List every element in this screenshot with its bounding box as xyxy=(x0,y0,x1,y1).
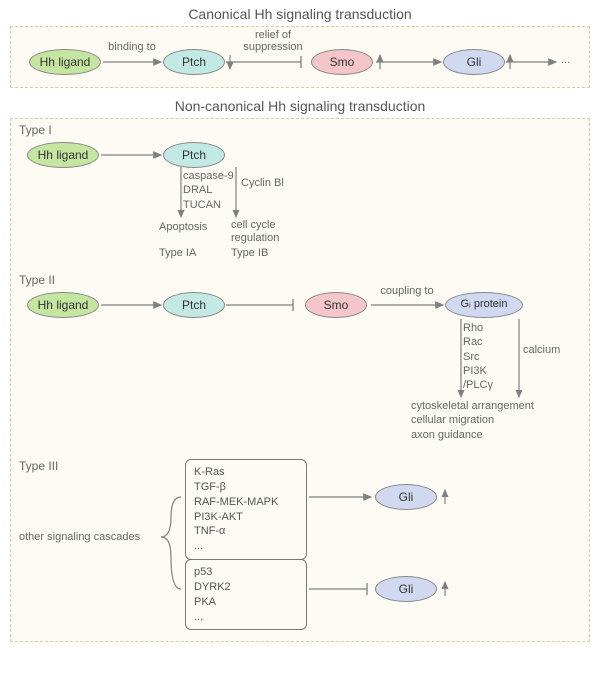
gi-node: Gᵢ protein xyxy=(445,292,523,318)
box1-cascades: K-Ras TGF-β RAF-MEK-MAPK PI3K-AKT TNF-α … xyxy=(185,459,307,560)
noncanonical-panel: Type I Hh ligand Ptch caspase-9 DRAL TUC… xyxy=(10,118,590,642)
box2-cascades: p53 DYRK2 PKA ... xyxy=(185,559,307,630)
type1b-label: Type IB xyxy=(231,247,291,259)
cellcycle-label: cell cycle regulation xyxy=(231,219,301,245)
t3-gli-node2: Gli xyxy=(375,576,437,602)
t3-gli-node1: Gli xyxy=(375,484,437,510)
type1a-label: Type IA xyxy=(159,247,219,259)
t1b-list: Cyclin Bl xyxy=(241,177,296,189)
canonical-title: Canonical Hh signaling transduction xyxy=(0,6,600,22)
t1-ptch-node: Ptch xyxy=(163,142,225,168)
relief-label: relief of suppression xyxy=(233,29,313,53)
canonical-smo-node: Smo xyxy=(311,49,373,75)
type2-label: Type II xyxy=(19,273,55,287)
canonical-ptch-node: Ptch xyxy=(163,49,225,75)
coupling-label: coupling to xyxy=(373,285,441,297)
noncanonical-title: Non-canonical Hh signaling transduction xyxy=(0,98,600,114)
binding-to-label: binding to xyxy=(103,41,161,53)
gi-right-label: calcium xyxy=(523,344,573,356)
gi-out-label: cytoskeletal arrangement cellular migrat… xyxy=(411,399,581,442)
t2-hh-node: Hh ligand xyxy=(27,292,99,318)
t2-smo-node: Smo xyxy=(305,292,367,318)
other-cascades-label: other signaling cascades xyxy=(19,531,159,543)
canonical-hh-node: Hh ligand xyxy=(29,49,101,75)
canonical-dots: ... xyxy=(561,54,570,66)
type3-label: Type III xyxy=(19,459,58,473)
t1a-list: caspase-9 DRAL TUCAN xyxy=(183,169,243,212)
t1-hh-node: Hh ligand xyxy=(27,142,99,168)
type1-label: Type I xyxy=(19,123,52,137)
canonical-gli-node: Gli xyxy=(443,49,505,75)
t2-ptch-node: Ptch xyxy=(163,292,225,318)
apoptosis-label: Apoptosis xyxy=(159,221,229,233)
canonical-panel: Hh ligand Ptch Smo Gli binding to relief… xyxy=(10,26,590,88)
gi-left-list: Rho Rac Src PI3K /PLCγ xyxy=(463,321,513,392)
